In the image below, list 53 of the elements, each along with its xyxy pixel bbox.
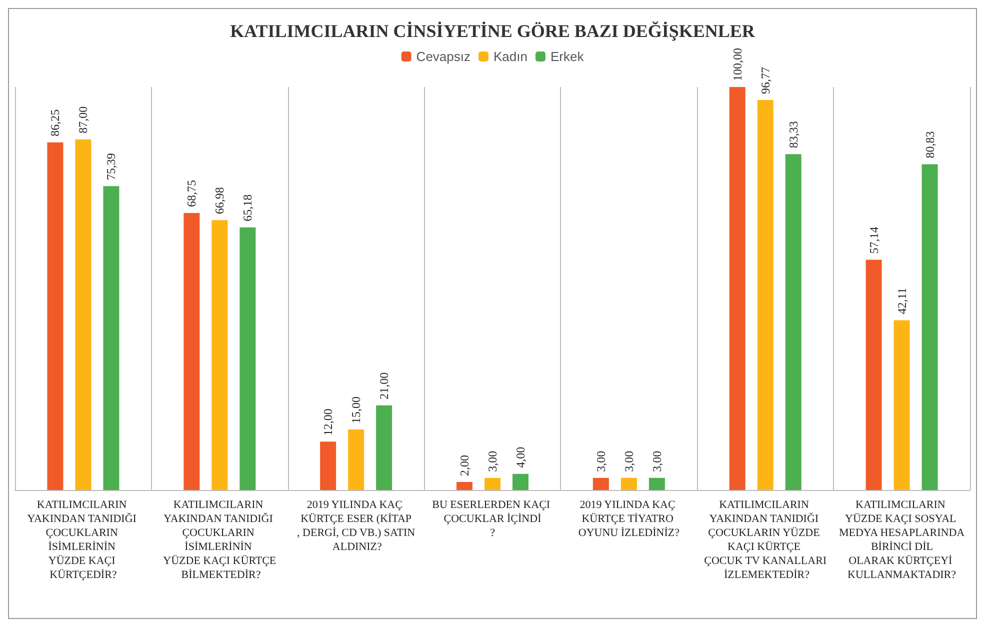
x-tick-label: KATILIMCILARIN YAKINDAN TANIDIĞI ÇOCUKLARIN YÜZDE KAÇI KÜRTÇE ÇOCUK TV KANALLARI İZLEMEKTEDİR?: [704, 499, 827, 581]
bar: [866, 260, 882, 490]
data-label: 80,83: [922, 131, 937, 158]
bar: [184, 212, 200, 490]
bar: [620, 478, 637, 490]
data-label: 3,00: [622, 450, 636, 472]
bar: [212, 220, 228, 490]
data-label: 2,00: [458, 454, 472, 476]
bar: [348, 430, 364, 490]
data-label: 100,00: [730, 48, 744, 81]
x-tick-label: 2019 YILINDA KAÇ KÜRTÇE ESER (KİTAP, DERGİ, CD VB.) SATIN ALDINIZ?: [297, 499, 416, 553]
bar: [456, 482, 472, 490]
x-tick-label: BU ESERLERDEN KAÇI ÇOCUKLAR İÇİNDİ?: [432, 499, 553, 539]
chart-title: KATILIMCILARIN CİNSİYETİNE GÖRE BAZI DEĞİŞKENLER: [230, 21, 756, 41]
data-label: 75,39: [104, 153, 118, 180]
bar: [484, 478, 500, 490]
data-label: 3,00: [486, 450, 500, 472]
data-label: 86,25: [48, 109, 62, 136]
data-label: 12,00: [321, 408, 336, 436]
data-label: 68,75: [184, 180, 199, 207]
legend-label: Kadın: [493, 49, 528, 64]
bar: [320, 442, 336, 490]
data-label: 83,33: [786, 121, 800, 148]
data-label: 15,00: [349, 396, 364, 424]
bar: [103, 186, 120, 490]
data-label: 21,00: [377, 372, 392, 400]
bar: [592, 478, 609, 490]
legend-label: Erkek: [550, 49, 584, 64]
x-tick-label: KATILIMCILARIN YAKINDAN TANIDIĞI ÇOCUKLARIN İSİMLERİNİN YÜZDE KAÇI KÜRTÇE BİLMEKTEDİR?: [163, 499, 276, 581]
x-tick-label: 2019 YILINDA KAÇ KÜRTÇE TİYATRO OYUNU İZLEDİNİZ?: [578, 499, 680, 539]
bar: [894, 320, 910, 490]
bar: [376, 405, 392, 490]
data-label: 66,98: [212, 187, 227, 214]
bar: [648, 478, 665, 490]
data-label: 3,00: [594, 450, 608, 472]
data-label: 65,18: [240, 194, 255, 222]
bar: [240, 227, 256, 490]
data-label: 42,11: [894, 288, 909, 314]
x-tick-label: KATILIMCILARIN YAKINDAN TANIDIĞI ÇOCUKLARIN İSİMLERİNİN YÜZDE KAÇI KÜRTÇEDİR?: [27, 499, 140, 581]
x-tick-label: KATILIMCILARIN YÜZDE KAÇI SOSYAL MEDYA HESAPLARINDA BİRİNCİ DİL OLARAK KÜRTÇEYİ KULLANMAKTADIR?: [838, 499, 965, 581]
data-label: 87,00: [76, 106, 90, 134]
bar: [47, 142, 64, 490]
legend-label: Cevapsız: [416, 49, 471, 64]
data-label: 57,14: [866, 226, 881, 254]
bar: [729, 87, 746, 490]
bar: [785, 154, 802, 490]
bar: [75, 139, 92, 490]
data-label: 4,00: [514, 446, 528, 468]
data-label: 3,00: [650, 450, 664, 472]
data-label: 96,77: [758, 67, 772, 94]
bar: [757, 100, 774, 490]
bar: [922, 164, 938, 490]
bar: [512, 474, 528, 490]
